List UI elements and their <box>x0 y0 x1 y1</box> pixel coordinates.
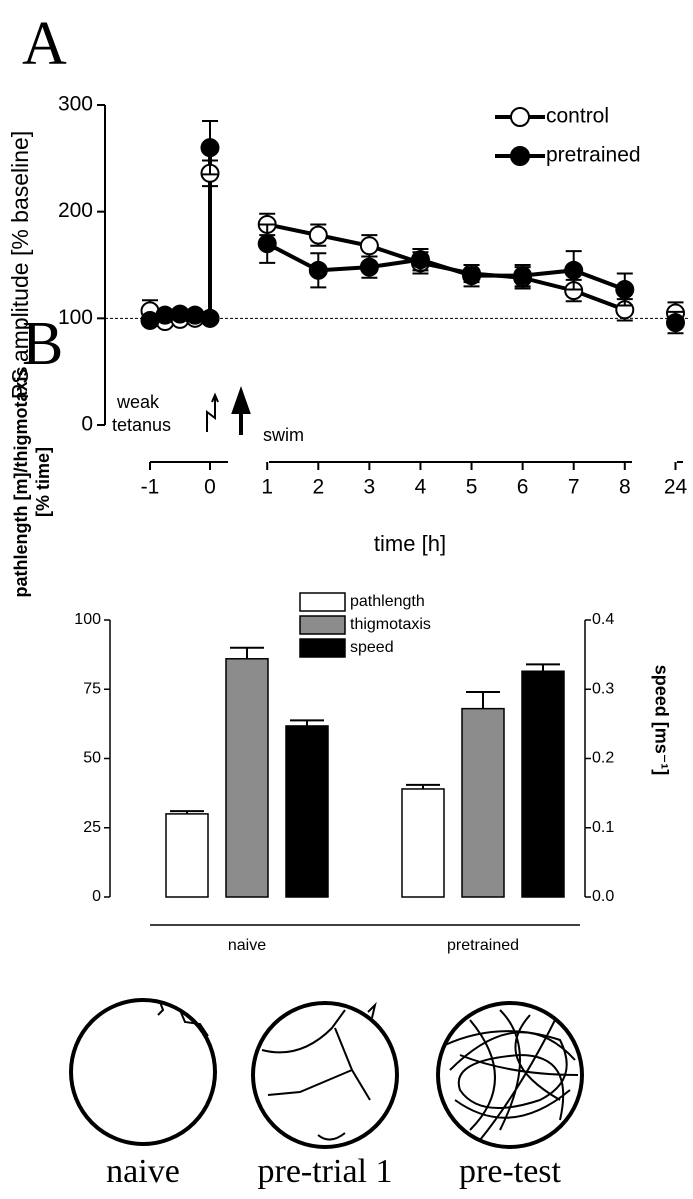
category-label: naive <box>228 937 266 954</box>
data-point <box>513 266 533 286</box>
y-axis-label: PS amplitude [% baseline] <box>7 131 33 400</box>
tetanus-symbol <box>206 398 216 432</box>
data-point <box>564 260 584 280</box>
annotation: tetanus <box>112 415 171 435</box>
error-bar <box>290 719 324 726</box>
legend-marker <box>510 107 530 127</box>
legend-label: speed <box>350 639 394 656</box>
series-line <box>150 173 676 321</box>
y2-tick-label: 0.3 <box>592 680 614 697</box>
y-tick-label: 300 <box>58 93 93 116</box>
y-tick-label: 25 <box>83 819 101 836</box>
x-tick-label: 6 <box>517 476 529 499</box>
series-line <box>150 148 676 323</box>
track-caption: pre-trial 1 <box>258 1153 393 1190</box>
x-tick-label: 1 <box>261 476 273 499</box>
panel-label: A <box>22 10 67 78</box>
y-tick-label: 50 <box>83 750 101 767</box>
data-point <box>308 225 328 245</box>
y-tick-label: 100 <box>58 306 93 329</box>
y2-tick-label: 0.2 <box>592 750 614 767</box>
bar <box>225 658 269 898</box>
track-drawings <box>69 998 584 1149</box>
annotation: swim <box>263 425 304 445</box>
track-caption: naive <box>106 1153 180 1190</box>
bar <box>461 707 505 898</box>
swim-arrow <box>231 385 251 435</box>
y2-tick-label: 0.1 <box>592 819 614 836</box>
x-tick-label: 24 <box>664 476 688 499</box>
y-tick-label: 0 <box>81 413 93 436</box>
x-axis-label: time [h] <box>374 531 446 556</box>
y2-tick-label: 0.4 <box>592 611 614 628</box>
x-tick-label: 7 <box>568 476 580 499</box>
error-bar <box>202 120 218 176</box>
legend-label: pathlength <box>350 593 425 610</box>
y-axis-label: [% time] <box>33 447 53 517</box>
legend-swatch <box>299 638 346 658</box>
bar <box>401 788 445 898</box>
tetanus-arrowhead <box>211 392 219 403</box>
category-label: pretrained <box>447 937 519 954</box>
legend-label: control <box>546 105 609 128</box>
error-bar <box>259 223 276 264</box>
y2-tick-label: 0.0 <box>592 888 614 905</box>
x-tick-label: 5 <box>466 476 478 499</box>
y-tick-label: 0 <box>92 888 101 905</box>
x-tick-label: 3 <box>364 476 376 499</box>
data-point <box>359 257 379 277</box>
data-point <box>200 308 220 328</box>
data-point <box>257 234 277 254</box>
bar <box>165 813 209 898</box>
legend-marker <box>510 146 530 166</box>
x-tick-label: 4 <box>415 476 427 499</box>
error-bar <box>230 646 264 659</box>
legend-swatch <box>299 592 346 612</box>
annotation: weak <box>116 392 160 412</box>
bar <box>521 670 565 898</box>
x-tick-label: 0 <box>204 476 216 499</box>
legend-label: pretrained <box>546 144 641 167</box>
bar <box>285 725 329 898</box>
y-axis-label: pathlength [m]/thigmotaxis <box>11 367 31 598</box>
error-bar <box>466 691 500 709</box>
data-point <box>308 260 328 280</box>
legend-swatch <box>299 615 346 635</box>
y-tick-label: 200 <box>58 199 93 222</box>
data-point <box>462 266 482 286</box>
error-bar <box>565 250 582 291</box>
y2-axis-label: speed [ms⁻¹] <box>651 665 671 776</box>
legend-label: thigmotaxis <box>350 616 431 633</box>
panel-label: B <box>22 310 63 378</box>
data-point <box>200 138 220 158</box>
data-point <box>615 280 635 300</box>
error-bar <box>526 663 560 672</box>
y-tick-label: 100 <box>74 611 101 628</box>
x-tick-label: 8 <box>619 476 631 499</box>
data-point <box>410 250 430 270</box>
data-point <box>359 236 379 256</box>
x-tick-label: 2 <box>312 476 324 499</box>
x-tick-label: -1 <box>141 476 160 499</box>
data-point <box>666 313 685 333</box>
y-tick-label: 75 <box>83 680 101 697</box>
track-caption: pre-test <box>459 1153 562 1190</box>
